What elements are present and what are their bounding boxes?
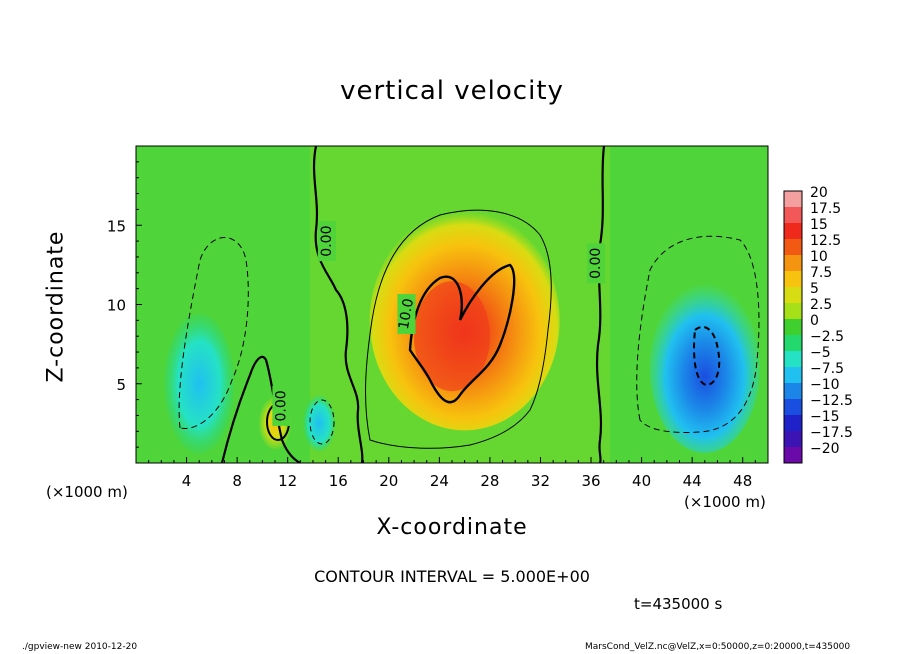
ten-contour	[408, 263, 516, 404]
x-axis-label: X-coordinate	[376, 515, 528, 540]
colorbar: 2017.51512.5107.552.50−2.5−5−7.5−10−12.5…	[783, 185, 853, 464]
x-unit-label-right: (×1000 m)	[684, 493, 766, 511]
x-tick-label: 44	[683, 472, 702, 490]
updraft-core	[414, 281, 490, 392]
colorbar-label: −15	[810, 409, 840, 425]
minus5-contour-left	[178, 237, 249, 429]
colorbar-label: 12.5	[810, 233, 841, 249]
minus5-contour-right	[636, 235, 760, 433]
colorbar-swatch	[784, 351, 802, 368]
time-label: t=435000 s	[634, 595, 723, 613]
x-tick-label: 40	[632, 472, 651, 490]
x-tick-label: 4	[182, 472, 192, 490]
contour-label: 0.00	[319, 226, 335, 257]
x-tick-label: 32	[531, 472, 550, 490]
contour-label: 0.00	[273, 390, 289, 421]
colorbar-swatch	[784, 415, 802, 432]
x-tick-label: 28	[480, 472, 499, 490]
colorbar-swatch	[784, 271, 802, 288]
colorbar-swatch	[784, 255, 802, 272]
contour-label-bg	[272, 385, 291, 426]
downdraft-left	[164, 313, 235, 454]
x-tick-label: 48	[733, 472, 752, 490]
colorbar-swatch	[784, 399, 802, 416]
contour-label-bg	[317, 221, 336, 262]
x-tick-label: 24	[430, 472, 449, 490]
contour-label-bg	[397, 294, 416, 335]
colorbar-swatch	[784, 431, 802, 448]
colorbar-frame	[783, 190, 803, 464]
zero-contour-left	[312, 146, 364, 463]
x-tick-label: 20	[379, 472, 398, 490]
y-ticks: 5 10 15	[107, 161, 142, 448]
x-unit-label-left: (×1000 m)	[46, 483, 128, 501]
downdraft-right	[649, 282, 760, 453]
x-tick-label: 16	[329, 472, 348, 490]
colorbar-swatch	[784, 303, 802, 320]
contour-labels: 0.00 0.00 0.00 10.0	[272, 221, 606, 426]
colorbar-swatch	[784, 367, 802, 384]
chart-title: vertical velocity	[340, 76, 564, 106]
colorbar-label: −20	[810, 441, 840, 457]
colorbar-swatch	[784, 239, 802, 256]
colorbar-swatch	[784, 191, 802, 208]
envelope-contour	[365, 209, 552, 449]
colorbar-label: −2.5	[810, 329, 844, 345]
colorbar-label: −17.5	[810, 425, 853, 441]
zero-contour-right	[595, 146, 606, 463]
small-downdraft-contour	[309, 399, 335, 445]
colorbar-swatch	[784, 287, 802, 304]
colorbar-label: −12.5	[810, 393, 853, 409]
small-downdraft	[303, 395, 336, 452]
footer-right: MarsCond_VelZ.nc@VelZ,x=0:50000,z=0:2000…	[585, 642, 851, 652]
zero-contour-small-left	[220, 355, 301, 463]
colorbar-label: 15	[810, 217, 828, 233]
colorbar-label: −5	[810, 345, 831, 361]
colorbar-label: 7.5	[810, 265, 832, 281]
colorbar-label: −10	[810, 377, 840, 393]
contour-interval-text: CONTOUR INTERVAL = 5.000E+00	[314, 567, 590, 586]
y-tick-label: 10	[107, 297, 126, 315]
colorbar-swatch	[784, 207, 802, 224]
x-tick-label: 12	[278, 472, 297, 490]
colorbar-swatch	[784, 383, 802, 400]
colorbar-label: 5	[810, 281, 819, 297]
footer-left: ./gpview-new 2010-12-20	[22, 642, 138, 652]
colorbar-label: 17.5	[810, 201, 841, 217]
colorbar-swatch	[784, 447, 802, 464]
x-ticks: 4 8 12 16 20 24 28 32 36 40 44 48	[148, 457, 756, 490]
colorbar-swatch	[784, 223, 802, 240]
contour-label-bg	[587, 243, 606, 284]
y-tick-label: 5	[116, 376, 126, 394]
field-layer	[136, 146, 768, 463]
colorbar-label: 0	[810, 313, 819, 329]
x-tick-label: 36	[581, 472, 600, 490]
colorbar-swatch	[784, 335, 802, 352]
contour-label: 0.00	[588, 248, 604, 279]
contour-label: 10.0	[396, 297, 417, 330]
colorbar-label: 20	[810, 185, 828, 201]
colorbar-label: −7.5	[810, 361, 844, 377]
colorbar-label: 10	[810, 249, 828, 265]
colorbar-swatch	[784, 319, 802, 336]
colorbar-label: 2.5	[810, 297, 832, 313]
x-tick-label: 8	[232, 472, 242, 490]
y-tick-label: 15	[107, 217, 126, 235]
minus10-contour-right	[693, 325, 721, 387]
